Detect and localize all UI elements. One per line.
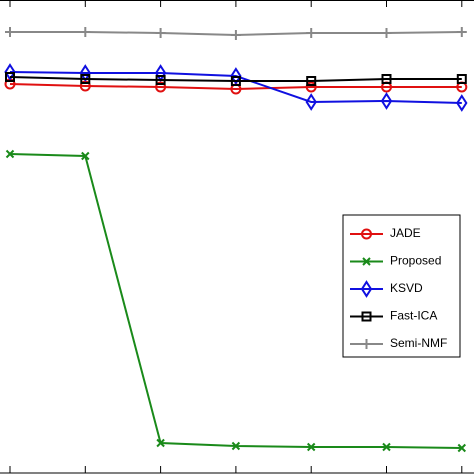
point: [305, 81, 317, 93]
legend-marker: [361, 339, 372, 349]
point: [381, 74, 392, 84]
point: [456, 74, 467, 84]
point: [380, 92, 393, 110]
legend-label: Proposed: [390, 254, 441, 268]
point: [456, 27, 467, 37]
point: [230, 67, 242, 85]
legend-marker: [362, 257, 371, 266]
series-line: [9, 83, 462, 91]
point: [305, 93, 317, 111]
series-line: [9, 76, 462, 82]
point: [381, 28, 392, 38]
point: [4, 63, 16, 81]
legend-marker: [361, 228, 372, 240]
point: [80, 74, 91, 84]
legend-label: KSVD: [390, 281, 423, 295]
point: [5, 27, 15, 37]
legend-label: Fast-ICA: [390, 309, 437, 323]
point: [456, 94, 468, 112]
point: [5, 72, 15, 82]
point: [156, 438, 165, 448]
point: [457, 443, 467, 453]
point: [155, 28, 166, 38]
point: [5, 149, 15, 159]
point: [306, 28, 317, 38]
legend-box: [342, 214, 461, 358]
point: [81, 151, 90, 161]
point: [231, 441, 241, 451]
legend-label: JADE: [390, 226, 421, 240]
point: [306, 76, 317, 86]
legend-marker: [360, 280, 373, 298]
point: [155, 81, 167, 93]
point: [230, 30, 241, 40]
point: [306, 442, 316, 452]
point: [230, 76, 241, 86]
point: [382, 442, 391, 452]
legend-marker: [361, 311, 372, 322]
legend-label: Semi-NMF: [390, 336, 447, 350]
point: [155, 75, 166, 85]
point: [80, 27, 91, 37]
